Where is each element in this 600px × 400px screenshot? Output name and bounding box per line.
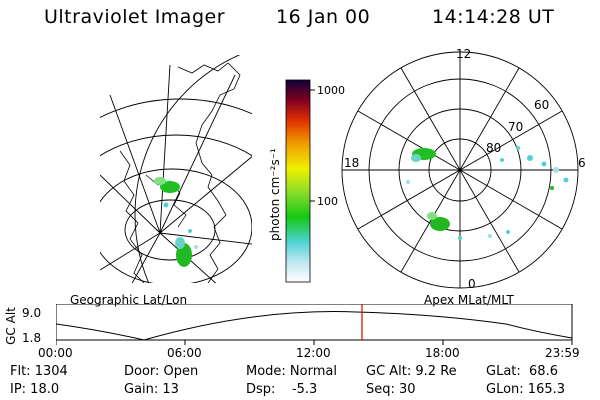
mlat-label-60: 60 <box>534 98 549 112</box>
altitude-ytick-min: 1.8 <box>22 331 42 345</box>
auroral-emission-right <box>406 146 569 240</box>
globe-limb <box>134 55 241 283</box>
polar-plot: 12 18 6 0 60 70 80 <box>341 47 586 291</box>
colorbar-tick-100: 100 <box>317 195 338 208</box>
altitude-xtick-0000: 00:00 <box>38 346 73 360</box>
time-label: 14:14:28 UT <box>432 6 555 28</box>
coastline-east <box>177 62 241 283</box>
lat-circle-70 <box>100 168 252 283</box>
coastline-west <box>119 150 145 283</box>
altitude-plot <box>56 304 573 345</box>
stat-gc-alt: GC Alt: 9.2 Re <box>366 364 457 379</box>
auroral-emission-left <box>154 177 198 267</box>
lat-circle-50 <box>100 98 252 118</box>
altitude-ylabel: GC Alt <box>4 307 18 345</box>
mlat-label-80: 80 <box>486 141 501 155</box>
coastline-inner <box>145 174 187 228</box>
geographic-map <box>100 55 252 283</box>
mlat-label-70: 70 <box>508 120 523 134</box>
stat-glon: GLon: 165.3 <box>486 382 566 397</box>
altitude-xtick-0600: 06:00 <box>167 346 202 360</box>
lat-circle-60 <box>100 134 252 157</box>
colorbar-gradient <box>285 79 311 283</box>
date-label: 16 Jan 00 <box>276 6 371 28</box>
mlt-label-0: 0 <box>468 277 476 291</box>
instrument-title: Ultraviolet Imager <box>44 6 226 28</box>
colorbar-unit-label: photon cm⁻²s⁻¹ <box>268 148 282 241</box>
stat-gain: Gain: 13 <box>124 382 179 397</box>
altitude-xtick-1200: 12:00 <box>296 346 331 360</box>
altitude-xtick-1800: 18:00 <box>425 346 460 360</box>
stat-seq: Seq: 30 <box>366 382 416 397</box>
mlt-label-6: 6 <box>578 156 586 170</box>
stat-ip: IP: 18.0 <box>10 382 60 397</box>
mlt-label-18: 18 <box>344 156 359 170</box>
stat-glat: GLat: 68.6 <box>486 364 558 379</box>
stat-door: Door: Open <box>124 364 199 379</box>
stat-dsp: Dsp: -5.3 <box>246 382 318 397</box>
colorbar: 1000 100 photon cm⁻²s⁻¹ <box>268 79 345 283</box>
stat-mode: Mode: Normal <box>246 364 337 379</box>
mlt-label-12: 12 <box>456 47 471 61</box>
altitude-ytick-max: 9.0 <box>22 306 42 320</box>
colorbar-tick-1000: 1000 <box>317 84 345 97</box>
stat-flt: Flt: 1304 <box>10 364 68 379</box>
altitude-curve <box>56 311 573 341</box>
altitude-xtick-2359: 23:59 <box>545 346 580 360</box>
